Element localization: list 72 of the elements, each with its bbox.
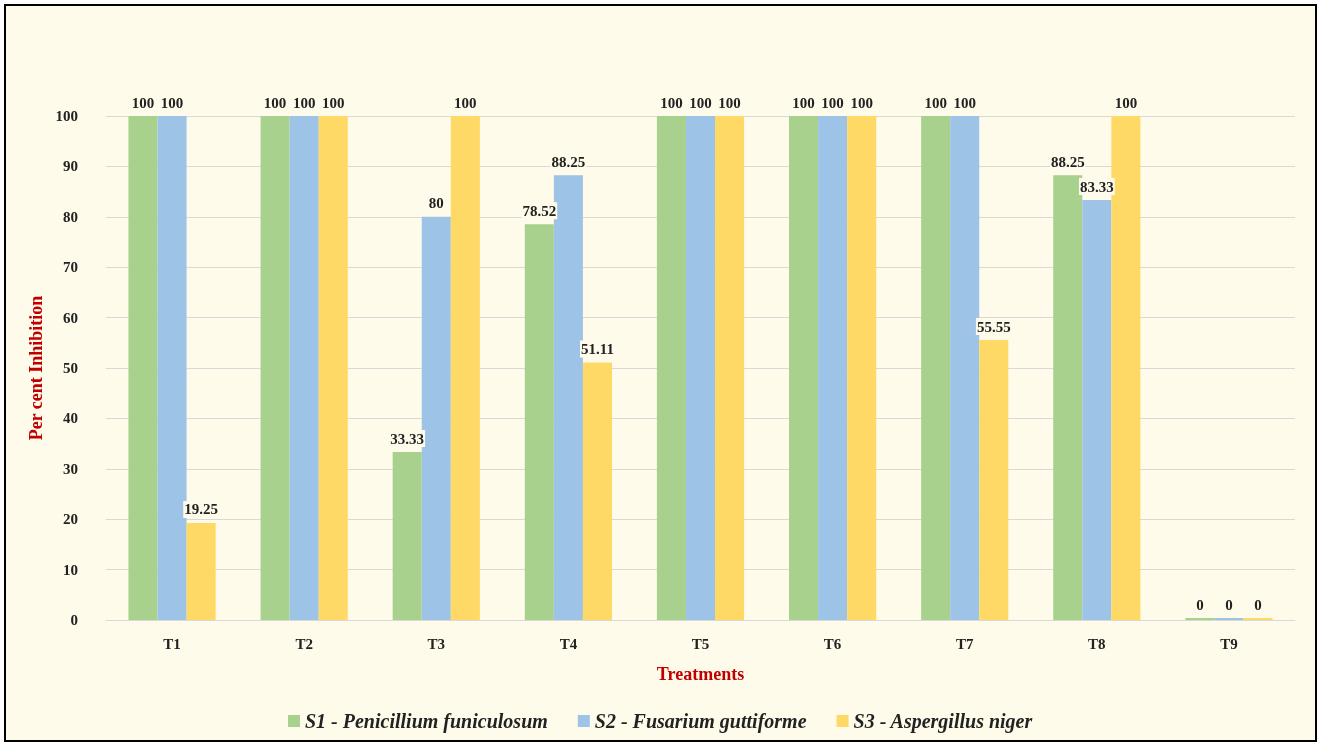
data-label: 100 (660, 94, 683, 111)
x-tick-label: T6 (823, 635, 842, 652)
bar (157, 116, 187, 620)
x-tick-label: T1 (163, 635, 181, 652)
y-tick-label: 50 (63, 360, 78, 376)
bar (524, 224, 554, 620)
y-tick-label: 0 (70, 612, 78, 628)
bar (450, 116, 480, 620)
data-label: 100 (263, 94, 287, 111)
x-tick-label: T8 (1088, 635, 1106, 652)
data-label: 100 (292, 94, 316, 111)
data-label: 100 (792, 94, 815, 111)
y-tick-label: 10 (63, 561, 78, 578)
data-label: 78.52 (522, 202, 557, 219)
y-tick-label: 80 (63, 208, 78, 225)
x-tick-label: T4 (559, 635, 578, 652)
data-label: 83.33 (1079, 178, 1114, 195)
y-tick-label: 30 (63, 460, 78, 477)
x-tick-label: T3 (427, 635, 446, 652)
bar (715, 116, 745, 620)
data-label: 100 (160, 94, 184, 111)
y-tick-label: 60 (63, 309, 78, 326)
data-label: 100 (850, 94, 873, 111)
data-label: 80 (428, 195, 444, 212)
bar (789, 116, 819, 620)
y-tick-label: 90 (63, 158, 78, 175)
x-tick-label: T2 (295, 635, 313, 652)
legend-label: S2 - Fusarium guttiforme (594, 710, 807, 733)
bar (685, 116, 716, 620)
bar (979, 340, 1009, 620)
data-label: 51.11 (580, 340, 614, 357)
y-tick-label: 40 (63, 410, 78, 427)
bar (318, 116, 348, 620)
data-label: 88.25 (551, 153, 586, 170)
data-label: 0 (1254, 596, 1262, 613)
legend-label: S3 - Aspergillus niger (853, 710, 1033, 733)
data-label: 100 (321, 94, 345, 111)
y-tick-label: 100 (55, 108, 78, 124)
bar (1082, 200, 1112, 620)
x-tick-label: T9 (1220, 635, 1238, 652)
bar (1111, 116, 1141, 620)
bar (392, 452, 422, 620)
x-axis-title: Treatments (656, 664, 745, 684)
data-label: 100 (953, 94, 976, 111)
data-label: 55.55 (976, 318, 1011, 335)
data-label: 0 (1196, 596, 1204, 613)
data-label: 88.25 (1050, 153, 1085, 170)
bar (582, 362, 612, 620)
data-label: 100 (689, 94, 712, 111)
bar (186, 522, 216, 620)
y-tick-label: 70 (63, 259, 78, 276)
legend-label: S1 - Penicillium funiculosum (304, 710, 548, 733)
data-label: 0 (1225, 596, 1233, 613)
data-label: 100 (821, 94, 844, 111)
bar (128, 116, 158, 620)
data-label: 100 (718, 94, 741, 111)
bar (847, 116, 877, 620)
data-label: 19.25 (184, 501, 218, 518)
data-label: 100 (131, 94, 155, 111)
bar (656, 116, 686, 620)
x-tick-label: T5 (691, 635, 710, 652)
data-label: 100 (924, 94, 947, 111)
bar (260, 116, 290, 620)
bar (289, 116, 319, 620)
y-tick-label: 20 (63, 511, 78, 528)
y-axis-title: Per cent Inhibition (25, 295, 46, 441)
bar (921, 116, 951, 620)
data-label: 33.33 (390, 430, 425, 447)
data-label: 100 (454, 94, 477, 111)
bar (818, 116, 848, 620)
x-tick-label: T7 (955, 635, 974, 652)
data-label: 100 (1114, 94, 1138, 111)
